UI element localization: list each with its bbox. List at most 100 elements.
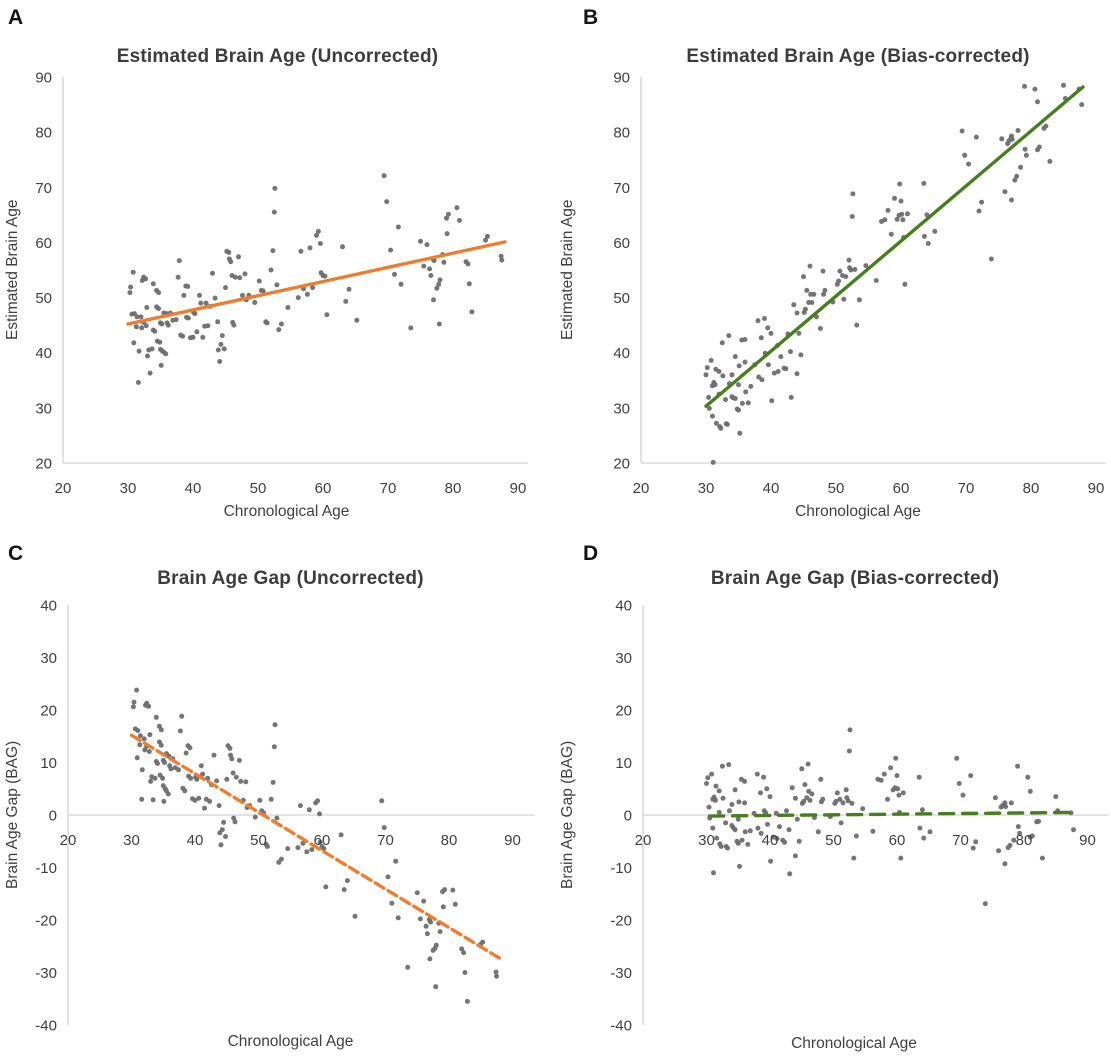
scatter-point [892, 195, 897, 201]
scatter-point [300, 840, 306, 846]
panel-b: B Estimated Brain Age (Bias-corrected) E… [555, 0, 1111, 530]
scatter-point [833, 798, 839, 804]
scatter-point [257, 797, 263, 803]
scatter-point [433, 984, 439, 990]
scatter-point [392, 271, 397, 277]
scatter-point [704, 781, 709, 786]
scatter-point [712, 382, 718, 388]
scatter-point [219, 333, 225, 339]
scatter-point [870, 828, 876, 834]
scatter-point [771, 370, 777, 376]
scatter-point [340, 244, 345, 250]
scatter-point [1002, 861, 1008, 867]
scatter-point [1003, 804, 1009, 810]
scatter-point [765, 325, 771, 331]
scatter-point [424, 242, 430, 248]
scatter-point [849, 800, 855, 806]
panel-c-title: Brain Age Gap (Uncorrected) [157, 568, 424, 589]
scatter-point [317, 241, 323, 246]
scatter-point [271, 744, 277, 750]
scatter-point [764, 786, 770, 792]
scatter-point [925, 241, 931, 246]
scatter-point [440, 904, 446, 910]
x-tick-label: 40 [762, 832, 779, 849]
scatter-point [834, 790, 840, 796]
x-tick-label: 60 [315, 480, 332, 497]
scatter-point [228, 259, 234, 265]
x-tick-label: 70 [952, 832, 969, 849]
scatter-point [769, 398, 775, 404]
scatter-point [921, 233, 927, 239]
scatter-point [464, 998, 470, 1004]
scatter-point [176, 258, 182, 264]
scatter-point [427, 266, 433, 272]
scatter-point [709, 771, 715, 777]
scatter-point [777, 824, 782, 830]
x-tick-label: 80 [441, 832, 458, 849]
scatter-point [759, 377, 765, 383]
x-tick-label: 20 [633, 480, 650, 497]
scatter-point [207, 798, 213, 804]
scatter-point [737, 863, 742, 869]
scatter-point [736, 382, 741, 388]
scatter-point [133, 324, 139, 330]
scatter-point [723, 820, 729, 826]
y-tick-label: -10 [35, 860, 57, 877]
scatter-point [354, 317, 360, 323]
scatter-point [706, 405, 712, 411]
scatter-point [181, 292, 187, 298]
scatter-point [725, 845, 730, 851]
scatter-point [381, 173, 387, 179]
scatter-point [1036, 144, 1042, 150]
scatter-point [130, 269, 136, 275]
scatter-point [452, 901, 458, 907]
scatter-point [223, 285, 228, 291]
x-tick-label: 50 [250, 480, 267, 497]
scatter-point [450, 887, 456, 893]
scatter-point [850, 191, 856, 197]
scatter-point [148, 778, 154, 784]
scatter-point [882, 217, 888, 223]
scatter-point [469, 309, 475, 315]
scatter-point [801, 798, 807, 804]
scatter-point [1071, 827, 1076, 833]
scatter-point [268, 796, 274, 802]
scatter-point [755, 825, 761, 831]
scatter-point [227, 745, 233, 751]
scatter-point [787, 871, 793, 877]
scatter-point [846, 748, 852, 754]
scatter-point [748, 383, 754, 389]
scatter-point [1008, 800, 1014, 806]
scatter-point [996, 848, 1002, 854]
scatter-point [252, 300, 258, 305]
scatter-point [218, 341, 224, 347]
scatter-point [768, 330, 774, 336]
scatter-point [820, 796, 826, 802]
scatter-point [229, 756, 235, 762]
scatter-point [424, 931, 430, 937]
scatter-point [1035, 99, 1040, 105]
scatter-point [755, 318, 761, 324]
scatter-point [304, 849, 310, 855]
scatter-point [788, 349, 793, 355]
scatter-point [900, 217, 906, 223]
scatter-point [788, 394, 794, 400]
scatter-point [820, 268, 826, 274]
scatter-point [1002, 189, 1008, 195]
scatter-point [346, 286, 352, 292]
scatter-point [256, 278, 262, 284]
scatter-point [710, 413, 715, 419]
y-tick-label: 30 [615, 650, 632, 667]
scatter-point [454, 205, 460, 211]
scatter-point [146, 749, 152, 754]
scatter-point [796, 838, 802, 844]
scatter-point [322, 273, 328, 279]
scatter-point [736, 799, 742, 805]
scatter-point [285, 305, 291, 310]
scatter-point [153, 714, 159, 720]
scatter-point [128, 284, 134, 290]
x-tick-label: 90 [1088, 480, 1105, 497]
scatter-point [851, 855, 857, 861]
y-tick-label: 90 [35, 70, 52, 87]
y-tick-label: -40 [610, 1018, 632, 1035]
